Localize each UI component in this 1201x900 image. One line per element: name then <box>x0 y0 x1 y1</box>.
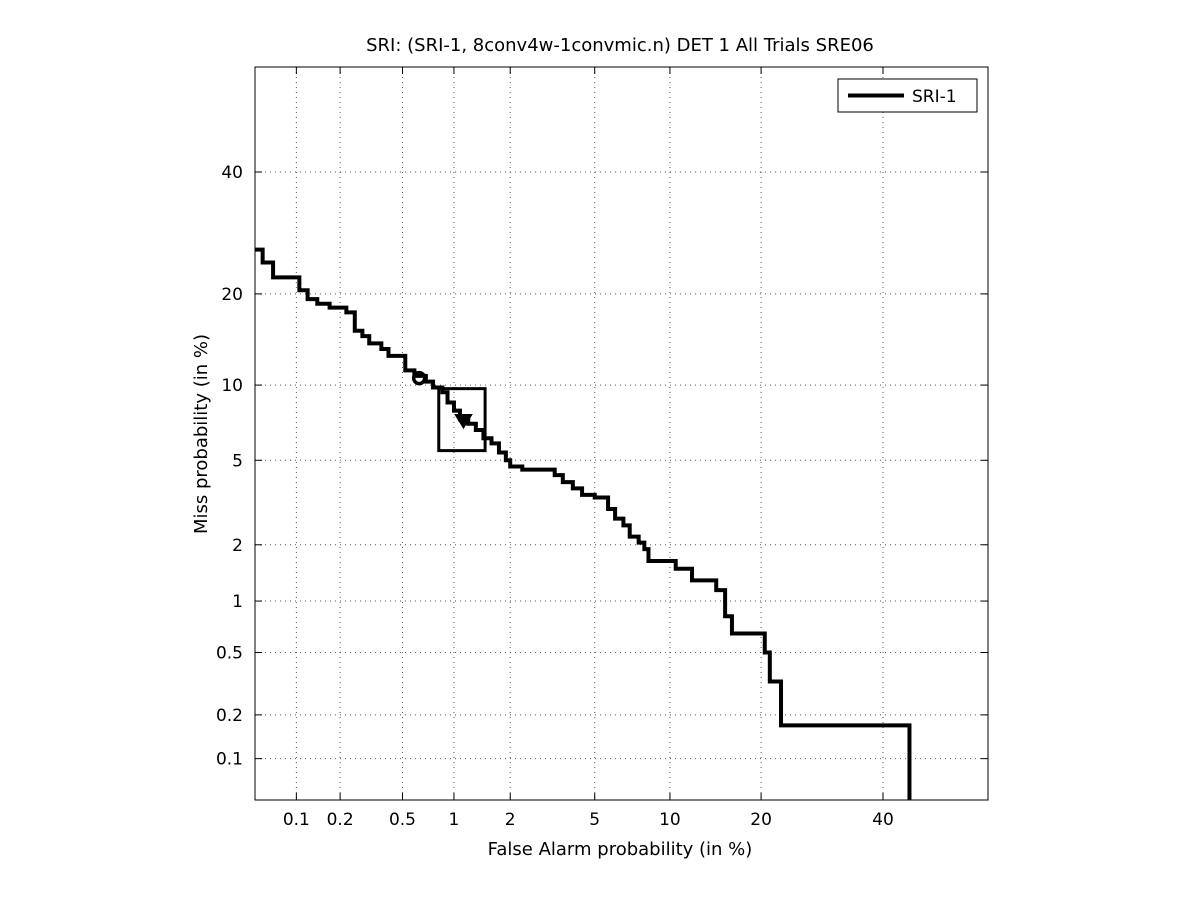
x-tick-label: 0.5 <box>389 810 416 830</box>
x-tick-label: 0.2 <box>327 810 354 830</box>
y-tick-label: 2 <box>232 536 243 556</box>
actual-dcf-triangle-marker <box>454 413 473 430</box>
chart-title: SRI: (SRI-1, 8conv4w-1convmic.n) DET 1 A… <box>366 35 874 56</box>
plot-area <box>255 247 912 800</box>
y-tick-label: 0.5 <box>216 644 243 664</box>
y-axis-label: Miss probability (in %) <box>191 334 212 534</box>
legend: SRI-1 <box>837 78 978 113</box>
y-tick-label: 10 <box>221 376 243 396</box>
y-tick-label: 5 <box>232 451 243 471</box>
y-tick-label: 20 <box>221 285 243 305</box>
x-axis-ticks: 0.1 0.2 0.5 1 2 5 10 20 40 <box>283 67 894 830</box>
x-tick-label: 10 <box>659 810 681 830</box>
x-tick-label: 20 <box>750 810 772 830</box>
grid <box>255 67 988 800</box>
y-axis-ticks: 0.1 0.2 0.5 1 2 5 10 20 40 <box>216 163 988 770</box>
y-tick-label: 40 <box>221 163 243 183</box>
x-tick-label: 0.1 <box>283 810 310 830</box>
min-dcf-circle-marker <box>411 370 427 386</box>
legend-label-sri-1: SRI-1 <box>912 87 957 107</box>
y-tick-label: 1 <box>232 592 243 612</box>
confidence-box <box>437 387 487 453</box>
y-tick-label: 0.1 <box>216 750 243 770</box>
y-tick-label: 0.2 <box>216 706 243 726</box>
x-tick-label: 1 <box>449 810 460 830</box>
x-tick-label: 5 <box>589 810 600 830</box>
x-tick-label: 40 <box>872 810 894 830</box>
x-tick-label: 2 <box>505 810 516 830</box>
plot-frame <box>254 66 989 801</box>
det-curve-sri-1 <box>255 247 912 800</box>
x-axis-label: False Alarm probability (in %) <box>488 839 753 860</box>
